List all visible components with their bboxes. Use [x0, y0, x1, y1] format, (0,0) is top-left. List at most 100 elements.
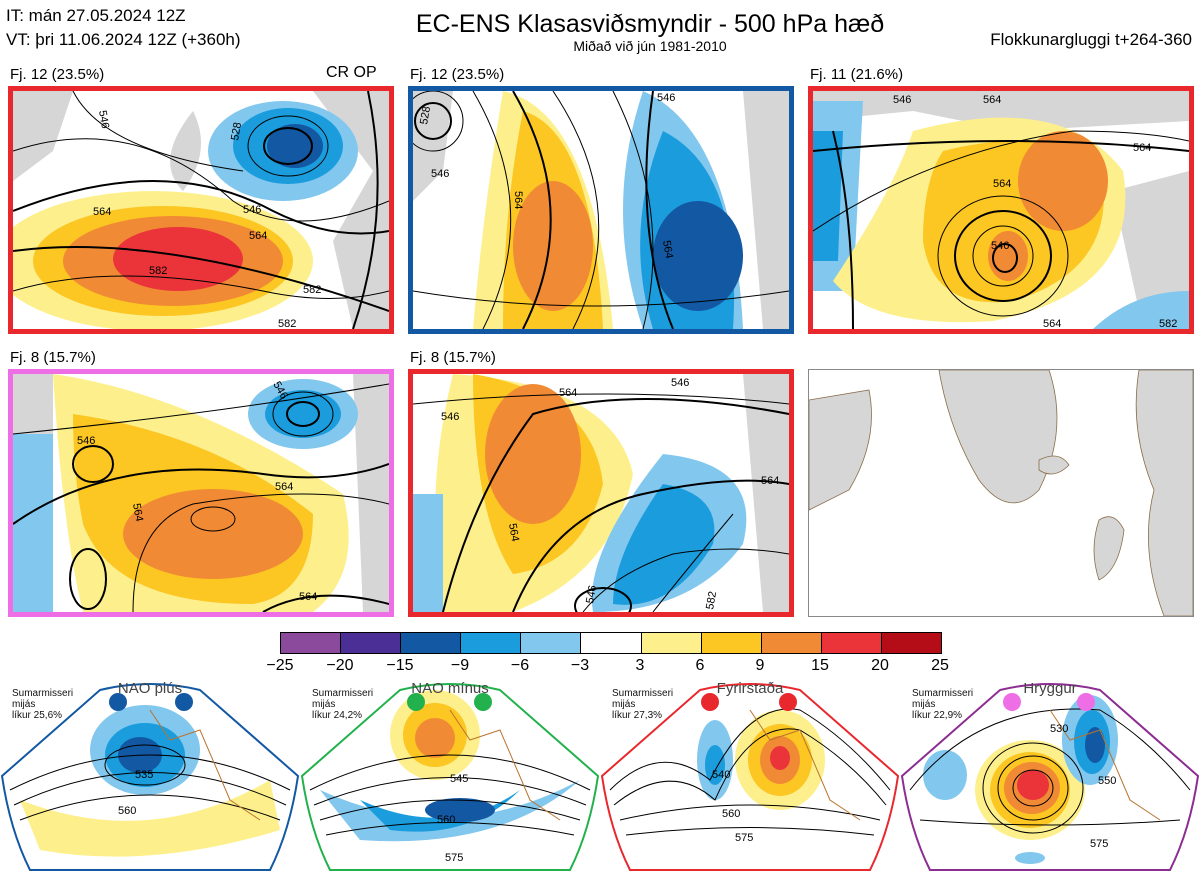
contour-label: 564	[559, 387, 577, 399]
regime-ridge[interactable]: 530 550 575 Hryggur Sumarmisseri mijás l…	[900, 680, 1200, 871]
regime-marker	[175, 693, 193, 711]
regime-probability: líkur 27,3%	[612, 710, 663, 721]
contour-label: 546	[671, 377, 689, 389]
panel-3-label: Fj. 11 (21.6%)	[810, 66, 904, 83]
cluster-map-4: 546 546 564 564 564	[13, 374, 389, 612]
colorbar	[280, 632, 942, 654]
contour-label: 575	[735, 832, 753, 844]
colorbar-tick: 15	[811, 657, 829, 674]
contour-label: 582	[149, 265, 167, 277]
cluster-panel-2[interactable]: 528 546 564 546 564	[408, 86, 794, 334]
regime-marker	[1003, 693, 1021, 711]
contour-label: 535	[135, 769, 153, 781]
colorbar-segment	[881, 633, 942, 653]
contour-label: 546	[893, 94, 911, 106]
regime-name: NAO plús	[117, 680, 183, 697]
contour-label: 546	[96, 109, 111, 129]
regime-marker	[1077, 693, 1095, 711]
regime-marker	[109, 693, 127, 711]
page-subtitle: Miðað við jún 1981-2010	[573, 38, 727, 54]
cluster-map-3: 546 564 564 564 546 564 582	[813, 91, 1189, 329]
regime-nao-plus[interactable]: 535 560 NAO plús Sumarmisseri mijás líku…	[0, 680, 300, 871]
panel-4-label: Fj. 8 (15.7%)	[10, 349, 96, 366]
regime-name: NAO mínus	[411, 680, 489, 697]
cluster-map-2: 528 546 564 546 564	[413, 91, 789, 329]
contour-label: 530	[1050, 723, 1068, 735]
regime-probability: líkur 22,9%	[912, 710, 963, 721]
cluster-panel-1[interactable]: 546 528 564 546 564 582 582 582	[8, 86, 394, 334]
regime-season: Sumarmisseri	[612, 688, 674, 699]
regime-marker	[474, 693, 492, 711]
panel-2-label: Fj. 12 (23.5%)	[410, 66, 505, 83]
regime-mean: mijás	[612, 699, 636, 710]
regime-nao-minus[interactable]: 545 560 575 NAO mínus Sumarmisseri mijás…	[300, 680, 600, 871]
cluster-map-1: 546 528 564 546 564 582 582 582	[13, 91, 389, 329]
contour-label: 564	[1043, 318, 1061, 329]
regime-season: Sumarmisseri	[912, 688, 974, 699]
contour-label: 546	[441, 411, 459, 423]
contour-label: 564	[130, 502, 145, 522]
panel-5-label: Fj. 8 (15.7%)	[410, 349, 496, 366]
colorbar-segment	[821, 633, 882, 653]
cluster-map-5: 546 564 546 564 546 564 582	[413, 374, 789, 612]
colorbar-tick: 3	[635, 657, 645, 674]
contour-label: 564	[506, 522, 521, 542]
base-map	[809, 370, 1193, 616]
contour-label: 582	[1159, 318, 1177, 329]
regime-info: Sumarmisseri mijás líkur 27,3%	[612, 688, 702, 721]
regime-probability: líkur 25,6%	[12, 710, 63, 721]
colorbar-tick: −25	[266, 657, 294, 674]
cluster-panel-4[interactable]: 546 546 564 564 564	[8, 369, 394, 617]
colorbar-tick: −6	[510, 657, 530, 674]
colorbar-segment	[641, 633, 702, 653]
contour-label: 582	[303, 284, 321, 296]
regime-blocking[interactable]: 540 560 575 Fyrirstaða Sumarmisseri mijá…	[600, 680, 900, 871]
colorbar-tick: 6	[695, 657, 705, 674]
page-title: EC-ENS Klasasviðsmyndir - 500 hPa hæð	[415, 10, 885, 38]
regime-map-nao-plus: 535 560	[0, 683, 300, 871]
regime-map-ridge: 530 550 575	[900, 683, 1200, 871]
valid-time: VT: þri 11.06.2024 12Z (+360h)	[6, 30, 241, 49]
contour-label: 564	[983, 94, 1001, 106]
contour-label: 564	[660, 239, 675, 259]
regime-map-blocking: 540 560 575	[600, 683, 900, 871]
regime-info: Sumarmisseri mijás líkur 22,9%	[912, 688, 1002, 721]
colorbar-tick: −3	[570, 657, 590, 674]
regime-mean: mijás	[12, 699, 36, 710]
colorbar-tick: 20	[871, 657, 889, 674]
contour-label: 564	[993, 178, 1011, 190]
colorbar-tick: −9	[450, 657, 470, 674]
contour-label: 546	[243, 204, 261, 216]
contour-label: 528	[418, 105, 433, 125]
contour-label: 564	[299, 591, 317, 603]
contour-label: 560	[118, 805, 136, 817]
cluster-panel-5[interactable]: 546 564 546 564 546 564 582	[408, 369, 794, 617]
regime-info: Sumarmisseri mijás líkur 24,2%	[312, 688, 402, 721]
contour-label: 546	[77, 435, 95, 447]
colorbar-tick: 25	[931, 657, 949, 674]
contour-label: 564	[275, 481, 293, 493]
colorbar-segment	[461, 633, 522, 653]
regime-marker	[701, 693, 719, 711]
contour-label: 546	[657, 92, 675, 104]
regime-name: Hryggur	[1023, 680, 1077, 697]
contour-label: 582	[278, 318, 296, 329]
colorbar-segment	[761, 633, 822, 653]
regime-mean: mijás	[912, 699, 936, 710]
contour-label: 546	[991, 240, 1009, 252]
initial-time: IT: mán 27.05.2024 12Z	[6, 6, 186, 25]
contour-label: 528	[229, 121, 244, 141]
regime-season: Sumarmisseri	[312, 688, 374, 699]
regime-marker	[779, 693, 797, 711]
contour-label: 564	[512, 191, 524, 209]
contour-label: 564	[761, 475, 779, 487]
cluster-panel-3[interactable]: 546 564 564 564 546 564 582	[808, 86, 1194, 334]
colorbar-segment	[701, 633, 762, 653]
contour-label: 564	[93, 206, 111, 218]
colorbar-segment	[401, 633, 462, 653]
contour-label: 546	[431, 168, 449, 180]
panel-1-extra: CR OP	[326, 64, 377, 81]
regime-info: Sumarmisseri mijás líkur 25,6%	[12, 688, 102, 721]
contour-label: 560	[437, 814, 455, 826]
empty-map-panel	[808, 369, 1194, 617]
